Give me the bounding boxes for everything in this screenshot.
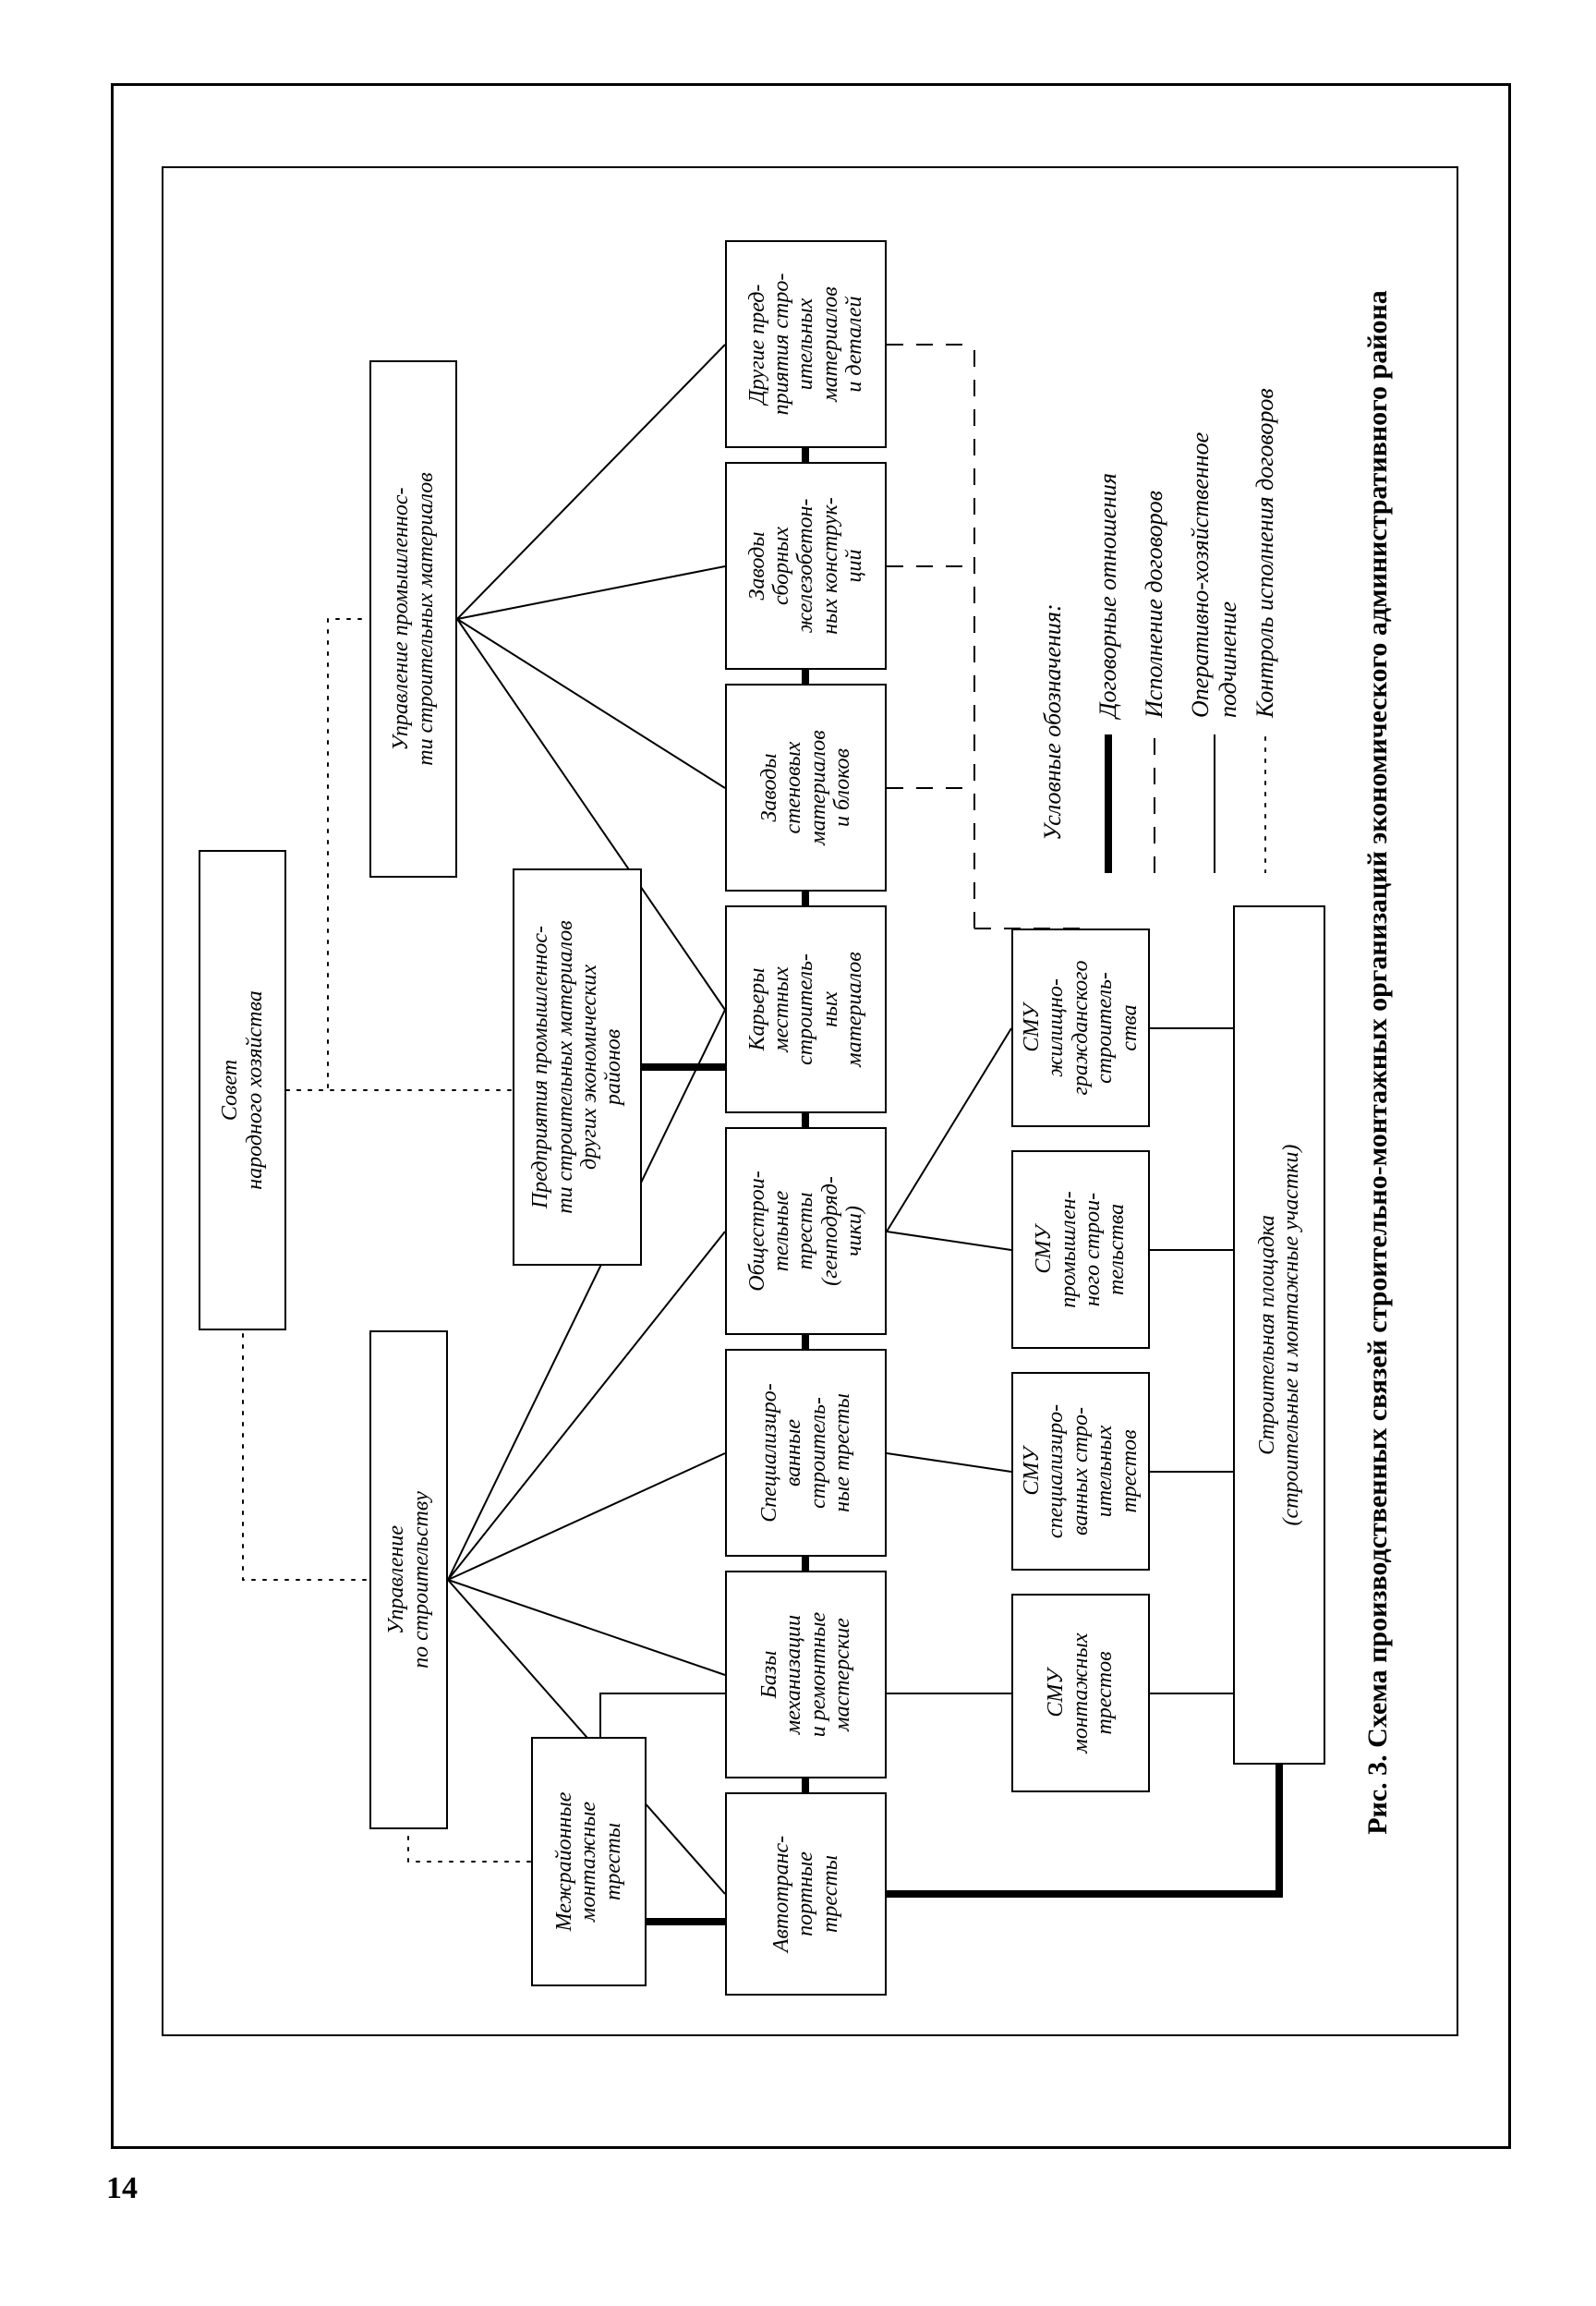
diagram-rotated-container: Советнародного хозяйства Управлениепо стр… <box>162 92 1455 2033</box>
node-label: Межрайонныемонтажныетресты <box>552 1744 625 1979</box>
legend-label: Договорные отношения <box>1094 473 1122 718</box>
node-label: Заводысборныхжелезобетон-ных конструк-ци… <box>745 469 867 662</box>
legend-label: Оперативно-хозяйственноеподчинение <box>1187 432 1242 718</box>
node-pred: Предприятия промышленнос-ти строительных… <box>513 868 642 1266</box>
legend-line-sample <box>1254 734 1276 873</box>
edge <box>286 619 369 1090</box>
node-karer: Карьерыместныхстроитель-ныхматериалов <box>725 905 887 1113</box>
node-upr_prom: Управление промышленнос-ти строительных … <box>369 360 457 878</box>
edge <box>448 1580 725 1675</box>
edge <box>448 1232 725 1580</box>
node-label: Управлениепо строительству <box>384 1338 433 1822</box>
node-label: Советнародного хозяйства <box>218 857 267 1323</box>
node-bazy: Базымеханизациии ремонтныемастерские <box>725 1571 887 1778</box>
legend-item: Оперативно-хозяйственноеподчинение <box>1187 432 1242 873</box>
node-label: Предприятия промышленнос-ти строительных… <box>528 876 626 1258</box>
node-label: Заводыстеновыхматериалови блоков <box>757 691 855 884</box>
node-spec: Специализиро-ванныестроитель-ные тресты <box>725 1349 887 1557</box>
node-mezh: Межрайонныемонтажныетресты <box>531 1737 647 1986</box>
node-label: Другие пред-приятия стро-ительныхматериа… <box>745 248 867 441</box>
node-label: Автотранс-портныетресты <box>769 1800 842 1988</box>
node-label: Строительная площадка(строительные и мон… <box>1255 913 1304 1757</box>
legend-label: Контроль исполнения договоров <box>1251 388 1279 718</box>
node-zavsbor: Заводысборныхжелезобетон-ных конструк-ци… <box>725 462 887 670</box>
page-number: 14 <box>106 2171 138 2206</box>
diagram-canvas: Советнародного хозяйства Управлениепо стр… <box>162 92 1455 2033</box>
node-plosh: Строительная площадка(строительные и мон… <box>1233 905 1325 1765</box>
node-smu_prom: СМУпромышлен-ного строи-тельства <box>1011 1150 1150 1349</box>
node-smu_spec: СМУспециализиро-ванных стро-ительныхтрес… <box>1011 1372 1150 1571</box>
edge <box>887 1028 1011 1232</box>
node-label: Специализиро-ванныестроитель-ные тресты <box>757 1356 855 1549</box>
node-smu_mont: СМУмонтажныхтрестов <box>1011 1594 1150 1792</box>
edge <box>457 345 725 619</box>
node-smu_zhil: СМУжилищно-гражданскогостроитель-ства <box>1011 928 1150 1127</box>
legend-line-sample <box>1203 734 1226 873</box>
edge <box>887 1453 1011 1472</box>
node-zavsten: Заводыстеновыхматериалови блоков <box>725 684 887 892</box>
node-obsh: Общестрои-тельныетресты(генподряд-чики) <box>725 1127 887 1335</box>
node-label: Управление промышленнос-ти строительных … <box>389 368 438 870</box>
legend-line-sample <box>1097 734 1119 873</box>
node-avto: Автотранс-портныетресты <box>725 1792 887 1996</box>
node-label: СМУжилищно-гражданскогостроитель-ства <box>1020 936 1142 1120</box>
node-label: СМУспециализиро-ванных стро-ительныхтрес… <box>1020 1379 1142 1563</box>
node-label: СМУмонтажныхтрестов <box>1044 1601 1117 1785</box>
legend-item: Контроль исполнения договоров <box>1251 388 1279 873</box>
legend-item: Договорные отношения <box>1094 473 1122 873</box>
edge <box>457 619 725 788</box>
node-drugie: Другие пред-приятия стро-ительныхматериа… <box>725 240 887 448</box>
node-top: Советнародного хозяйства <box>199 850 286 1330</box>
legend-label: Исполнение договоров <box>1141 491 1168 718</box>
figure-caption: Рис. 3. Схема производственных связей ст… <box>1362 157 1394 1968</box>
node-label: Карьерыместныхстроитель-ныхматериалов <box>745 913 867 1106</box>
node-upr_stroy: Управлениепо строительству <box>369 1330 448 1829</box>
edge <box>457 566 725 619</box>
node-label: Базымеханизациии ремонтныемастерские <box>757 1578 855 1771</box>
edge <box>887 1232 1011 1250</box>
node-label: СМУпромышлен-ного строи-тельства <box>1032 1158 1130 1341</box>
legend-item: Исполнение договоров <box>1141 491 1168 873</box>
legend-title: Условные обозначения: <box>1039 603 1067 841</box>
edge <box>448 1453 725 1580</box>
legend-line-sample <box>1143 734 1166 873</box>
node-label: Общестрои-тельныетресты(генподряд-чики) <box>745 1135 867 1328</box>
